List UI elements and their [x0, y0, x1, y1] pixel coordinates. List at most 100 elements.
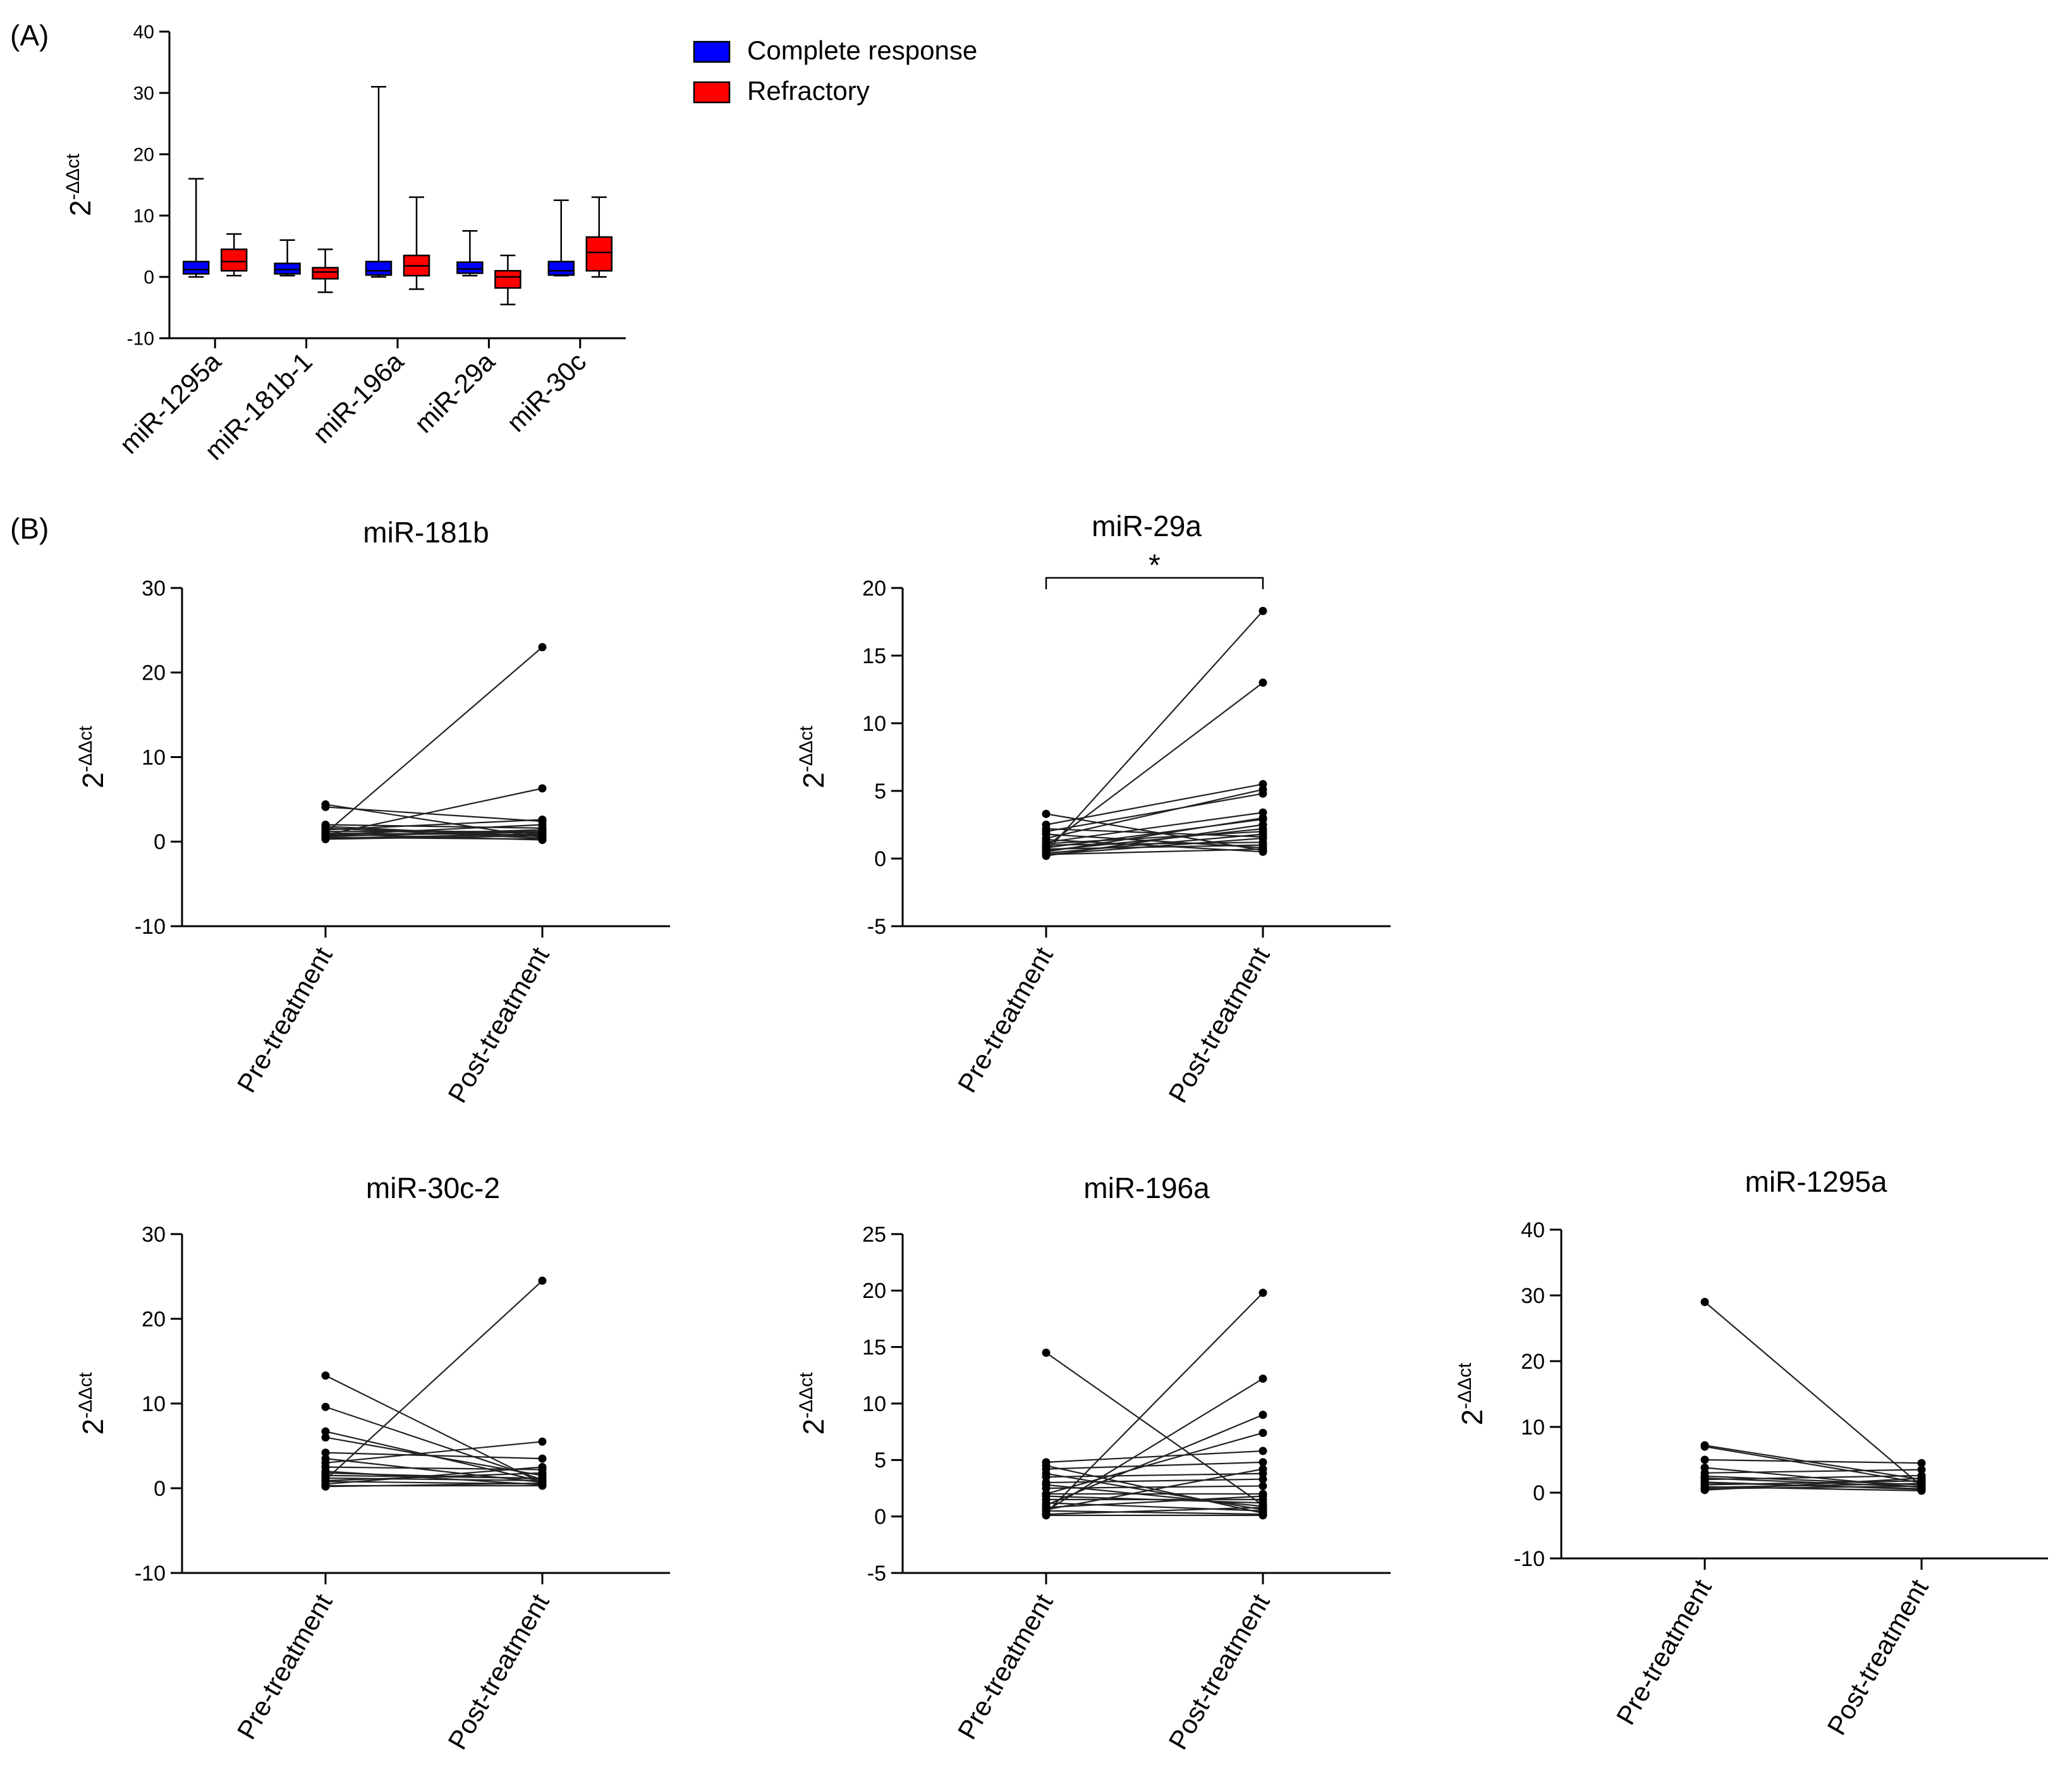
post-point-16 [1258, 814, 1267, 823]
x-tick-label-pre-treatment: Pre-treatment [231, 1589, 338, 1744]
pre-point-20 [1042, 1505, 1051, 1514]
box-refractory-mir-181b-1 [312, 267, 339, 280]
pair-line-7 [325, 1466, 543, 1471]
legend-label-complete-response: Complete response [747, 35, 977, 65]
x-tick-label-pre-treatment: Pre-treatment [952, 942, 1059, 1098]
post-point-13 [1258, 1492, 1267, 1501]
post-point-5 [1258, 1447, 1267, 1455]
chart-title: miR-29a [1092, 510, 1202, 542]
pair-line-15 [325, 831, 543, 836]
pair-line-0 [1704, 1301, 1922, 1487]
y-tick-label: -10 [1514, 1547, 1545, 1571]
y-tick-label: 0 [1533, 1481, 1545, 1505]
pair-line-15 [325, 1472, 543, 1482]
pair-line-6 [325, 819, 543, 831]
box-complete-response-mir-29a [456, 261, 484, 274]
chart-title: miR-1295a [1745, 1165, 1887, 1198]
pair-line-1 [325, 806, 543, 823]
pair-line-18 [1045, 848, 1264, 855]
pre-point-14 [321, 1454, 330, 1463]
post-point-3 [538, 784, 547, 793]
pair-line-8 [1045, 1478, 1264, 1484]
y-tick-label: 30 [133, 83, 154, 104]
pre-point-3 [1700, 1455, 1709, 1464]
y-axis-label-exponent: -ΔΔct [75, 725, 96, 772]
box-refractory-mir-29a [494, 270, 521, 289]
post-point-2 [1258, 1374, 1267, 1383]
post-point-18 [1258, 845, 1267, 853]
pair-line-14 [1045, 844, 1264, 850]
post-point-4 [1258, 1428, 1267, 1437]
y-tick-label: -5 [867, 1562, 886, 1586]
post-point-20 [1258, 1465, 1267, 1474]
pair-line-11 [1045, 841, 1264, 846]
post-point-21 [1258, 1502, 1267, 1511]
y-axis-label: 2-ΔΔct [1454, 1362, 1489, 1426]
y-axis-label: 2-ΔΔct [75, 725, 109, 788]
pre-point-17 [1042, 824, 1051, 833]
pair-line-1 [1704, 1445, 1922, 1481]
y-tick-label: 0 [154, 1477, 166, 1501]
post-point-15 [538, 1469, 547, 1477]
y-axis-label-base: 2 [797, 772, 830, 788]
pair-line-4 [325, 1452, 543, 1460]
pair-line-14 [1704, 1477, 1922, 1488]
post-point-3 [1258, 1410, 1267, 1419]
legend-swatch-complete-response [693, 40, 731, 63]
y-axis-label-exponent: -ΔΔct [1454, 1362, 1475, 1409]
pair-line-3 [1045, 783, 1264, 826]
pair-line-5 [325, 1280, 543, 1481]
mir-181b-chart: miR-181b -10 0 10 20 30 2-ΔΔct Pre-treatment Pos… [75, 516, 670, 1108]
pre-point-21 [1042, 1481, 1051, 1490]
y-tick-label: 15 [862, 1336, 886, 1360]
y-tick-label: 30 [1521, 1284, 1545, 1308]
pair-line-4 [1045, 793, 1264, 833]
post-point-9 [1258, 1481, 1267, 1490]
pre-point-18 [1042, 850, 1051, 859]
pair-line-17 [1045, 828, 1264, 838]
y-axis-label-exponent: -ΔΔct [63, 153, 83, 200]
post-point-13 [1258, 821, 1267, 829]
pair-line-18 [1045, 1472, 1264, 1511]
y-tick-label: 25 [862, 1223, 886, 1247]
box-refractory-mir-30c [585, 236, 613, 272]
pre-point-14 [1700, 1474, 1709, 1483]
y-tick-label: 30 [142, 1223, 166, 1247]
y-tick-label: -10 [135, 1562, 166, 1586]
box-complete-response-mir-30c [547, 260, 575, 276]
x-tick-label-pre-treatment: Pre-treatment [1611, 1574, 1717, 1730]
pair-line-6 [1704, 1475, 1922, 1486]
y-tick-label: 20 [133, 145, 154, 166]
significance-marker: * [1149, 549, 1161, 582]
x-tick-label-mir-30c: miR-30c [501, 346, 592, 437]
pair-line-9 [325, 824, 543, 836]
pair-line-16 [1045, 817, 1264, 853]
post-point-8 [1258, 1475, 1267, 1484]
pair-line-13 [1045, 1495, 1264, 1508]
y-tick-label: 20 [862, 577, 886, 601]
x-tick-label-pre-treatment: Pre-treatment [952, 1589, 1059, 1744]
y-axis-label-exponent: -ΔΔct [75, 1372, 96, 1419]
pre-point-2 [1042, 809, 1051, 818]
y-tick-label: 20 [1521, 1350, 1545, 1374]
y-tick-label: 5 [874, 1448, 886, 1472]
post-point-15 [1917, 1479, 1926, 1488]
pre-point-16 [321, 824, 330, 833]
pair-line-3 [1704, 1459, 1922, 1464]
pair-line-20 [1045, 1468, 1264, 1511]
pre-point-15 [321, 1476, 330, 1485]
y-axis-label: 2-ΔΔct [75, 1372, 109, 1435]
post-point-6 [1258, 1458, 1267, 1467]
pre-point-2 [1700, 1442, 1709, 1451]
box-complete-response-mir-181b-1 [274, 262, 301, 275]
post-point-0 [1258, 606, 1267, 615]
y-tick-label: 40 [133, 22, 154, 43]
pair-line-7 [1704, 1474, 1922, 1481]
x-tick-label-mir-29a: miR-29a [408, 346, 501, 439]
pre-point-1 [321, 1402, 330, 1411]
pair-line-15 [1045, 1507, 1264, 1515]
pair-line-17 [325, 1472, 543, 1480]
pair-line-3 [1045, 1414, 1264, 1506]
pair-line-19 [1045, 831, 1264, 845]
